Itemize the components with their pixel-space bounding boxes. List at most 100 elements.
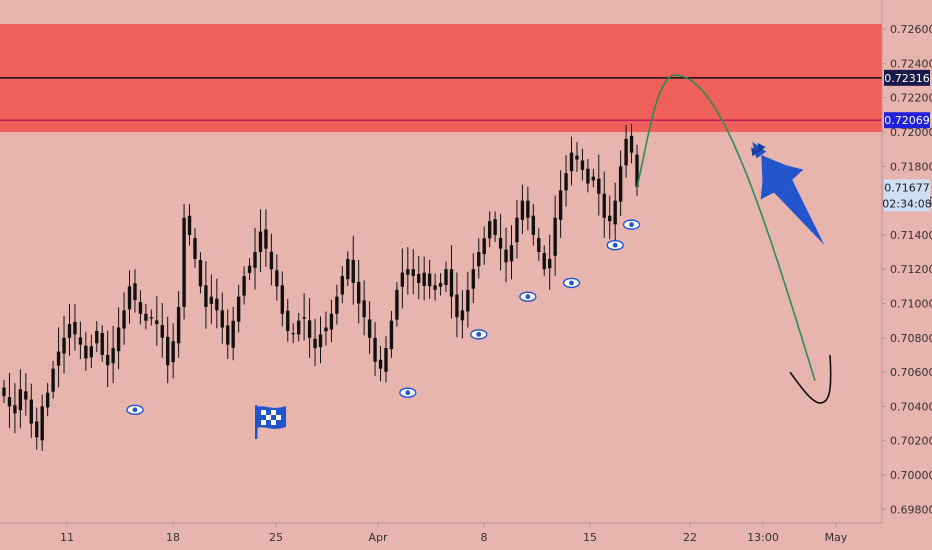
candles-layer [2,123,639,451]
candle-body [111,348,115,364]
y-tick-label: 0.70800 [890,332,932,345]
candle-body [471,269,475,289]
candle-body [340,276,345,295]
candle-body [351,259,355,283]
rocket-down-icon [751,141,825,246]
candle-body [433,285,437,290]
candle-body [144,313,148,321]
candle-body [515,217,519,243]
y-tick-label: 0.71200 [890,263,932,276]
price-tag-current: 0.71677 02:34:08 [882,179,932,212]
candle-body [449,269,454,297]
candle-body [236,296,241,322]
candle-body [455,294,459,318]
eye-pupil [525,294,531,300]
y-tick-label: 0.71800 [890,160,932,173]
candle-body [89,346,94,358]
candle-body [18,389,23,411]
candle-body [324,327,328,332]
candle-body [613,200,617,225]
candle-body [335,296,339,314]
projection-end-hook [789,354,832,404]
candle-body [526,200,530,218]
y-tick-label: 0.70400 [890,400,932,413]
candle-body [166,336,170,366]
candle-body [67,324,72,338]
x-tick-label: 22 [683,531,697,544]
price-tag-support: 0.72069 [884,112,930,129]
y-tick-label: 0.70200 [890,435,932,448]
candle-body [176,306,181,344]
eye-icon [519,291,537,302]
candle-body [215,298,219,311]
eye-icon [606,240,624,251]
candle-body [2,387,6,397]
price-axis-panel [882,0,932,550]
candle-body [78,337,83,345]
candle-body [296,320,301,335]
candle-body [422,272,426,287]
candle-body [542,253,546,270]
candle-body [558,190,563,220]
candle-body [231,320,235,348]
candle-body [204,285,208,307]
candle-body [35,421,39,438]
checkered-flag-icon [255,405,286,439]
candle-body [264,229,268,249]
candle-body [531,215,536,235]
candle-body [100,333,104,355]
eye-pupil [476,331,482,337]
candle-body [198,259,203,287]
eye-icon [470,329,488,340]
candle-body [291,333,295,335]
y-tick-label: 0.69800 [890,503,932,516]
candle-body [105,354,110,366]
candle-body [95,330,99,344]
candle-body [13,405,17,414]
candle-body [629,135,634,153]
y-tick-label: 0.71000 [890,298,932,311]
candle-body [45,392,50,408]
candle-body [635,154,639,187]
candle-body [182,217,186,307]
y-tick-label: 0.72000 [890,126,932,139]
candle-body [378,359,383,369]
y-tick-label: 0.70600 [890,366,932,379]
candle-body [51,368,55,392]
candle-body [608,215,612,222]
candle-body [400,272,405,287]
eye-pupil [405,390,411,396]
candle-body [133,283,137,301]
candle-body [56,351,61,366]
price-tag-current-text: 0.71677 [884,181,930,194]
candle-body [444,269,448,285]
x-tick-label: 25 [269,531,283,544]
candle-body [597,178,601,194]
candle-body [193,238,197,259]
candle-body [569,152,574,172]
candle-body [226,325,230,345]
eye-pupil [629,222,634,228]
candle-body [286,310,290,331]
candle-body [160,325,164,338]
candle-body [149,317,154,319]
candle-body [520,200,525,220]
x-tick-label: 13:00 [747,531,779,544]
y-tick-label: 0.70000 [890,469,932,482]
candle-body [504,249,508,263]
candle-body [302,317,306,319]
candle-body [547,258,552,269]
candle-body [346,258,350,280]
eye-icon [126,404,144,416]
candle-body [367,319,372,338]
candle-body [275,270,279,287]
y-tick-label: 0.71400 [890,229,932,242]
x-tick-label: 15 [583,531,597,544]
candle-body [269,251,274,270]
candle-body [624,138,628,166]
candle-body [138,302,143,314]
candle-body [73,322,77,335]
y-tick-label: 0.72600 [890,23,932,36]
